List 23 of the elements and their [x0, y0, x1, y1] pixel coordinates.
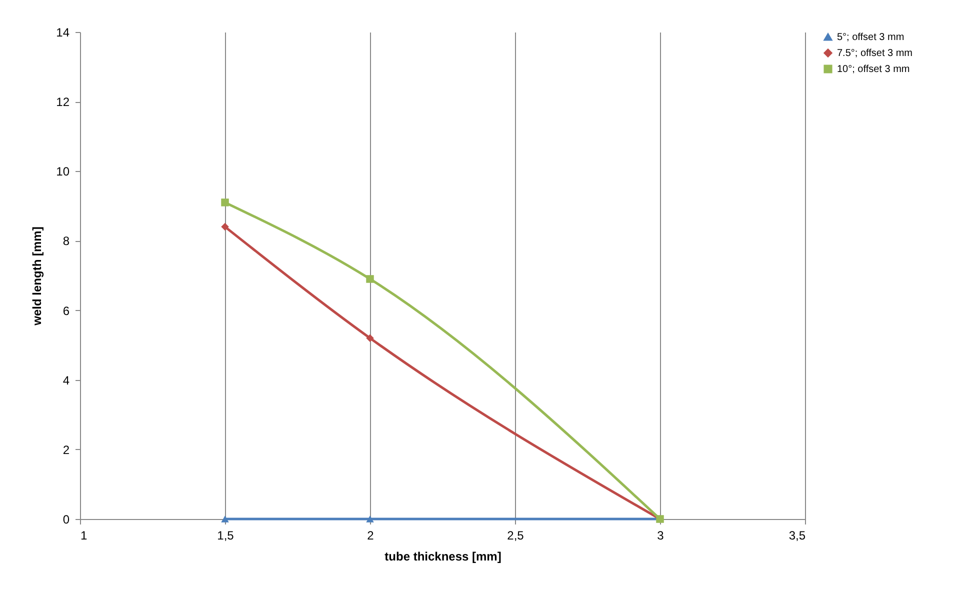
x-tick-label: 2,5 [507, 528, 524, 542]
y-tick-label: 10 [56, 164, 70, 179]
y-tick-label: 8 [62, 234, 70, 248]
x-tick-label: 3 [657, 528, 664, 542]
legend-label: 10°; offset 3 mm [837, 64, 910, 75]
y-tick-label: 12 [56, 95, 70, 110]
point [366, 275, 374, 283]
y-tick-label: 4 [62, 373, 70, 388]
point [366, 334, 374, 342]
x-tick-label: 1,5 [217, 528, 234, 542]
legend-label: 7.5°; offset 3 mm [837, 48, 913, 59]
point [221, 222, 229, 231]
x-tick-label: 1 [80, 528, 88, 542]
y-tick-label: 0 [62, 512, 70, 526]
y-tick-label: 2 [62, 442, 70, 457]
y-tick-label: 6 [62, 304, 70, 318]
x-tick-label: 2 [367, 528, 374, 542]
y-axis-title: weld length [mm] [30, 226, 44, 326]
point [221, 198, 229, 206]
x-tick-label: 3,5 [788, 528, 806, 542]
x-axis-title: tube thickness [mm] [384, 550, 502, 564]
y-tick-label: 14 [56, 26, 70, 40]
legend-label: 5°; offset 3 mm [837, 32, 904, 43]
